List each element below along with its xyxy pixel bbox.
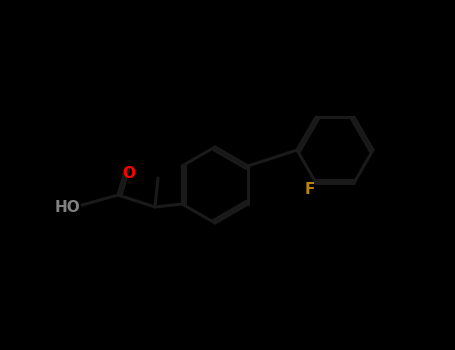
Text: HO: HO [55, 199, 81, 215]
Text: O: O [122, 166, 136, 181]
Text: F: F [305, 182, 315, 197]
